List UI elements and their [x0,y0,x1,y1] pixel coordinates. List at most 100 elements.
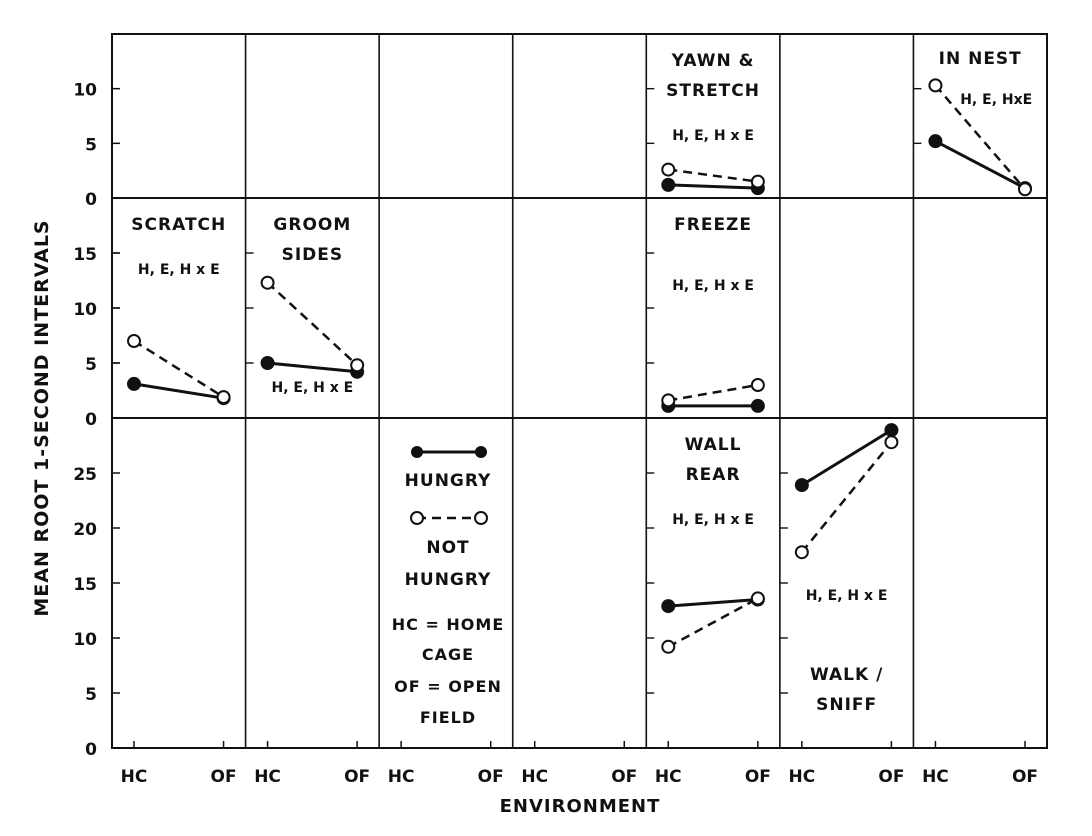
panel-scratch: SCRATCH H, E, H x E [112,215,231,419]
panel-wall-rear: WALL REAR H, E, H x E [646,435,765,749]
hungry-point [928,134,943,149]
panel-stats: H, E, H x E [271,380,353,396]
not-hungry-point [661,393,676,408]
x-tick-label: HC [788,767,815,787]
y-tick-label: 5 [85,355,97,375]
y-tick-label: 25 [73,465,97,485]
series-not-hungry-line [668,383,759,402]
panel-title: REAR [686,465,741,485]
legend-not-hungry-marker-right [474,511,488,525]
not-hungry-point [884,435,899,450]
legend-of-definition-line2: FIELD [420,708,476,727]
x-tick-label: OF [611,767,637,787]
legend-hungry-label: HUNGRY [405,471,492,491]
hungry-point [661,177,676,192]
y-tick-label: 0 [85,190,97,210]
series-not-hungry-line [934,84,1026,191]
not-hungry-point [750,174,765,189]
series-hungry-line [668,598,758,608]
legend-not-hungry-marker-left [410,511,424,525]
y-axis-label: MEAN ROOT 1-SECOND INTERVALS [31,219,53,616]
not-hungry-point [661,162,676,177]
panel-title: SNIFF [816,695,877,715]
panel-stats: H, E, H x E [672,512,754,528]
not-hungry-point [794,545,809,560]
x-tick-label: OF [745,767,771,787]
panel-title: IN NEST [939,49,1022,69]
panel-stats: H, E, H x E [672,278,754,294]
panel-yawn-stretch: YAWN & STRETCH H, E, H x E [646,51,765,199]
panel-title: FREEZE [674,215,752,235]
not-hungry-point [750,378,765,392]
panel-title: STRETCH [666,81,760,101]
series-hungry-line [133,382,224,400]
panel-freeze: FREEZE H, E, H x E [646,215,765,419]
x-tick-label: HC [922,767,949,787]
panel-stats: H, E, H x E [138,262,220,278]
series-hungry-line [801,428,893,487]
series-not-hungry-line [668,168,759,183]
not-hungry-point [661,639,676,654]
x-tick-label: OF [211,767,237,787]
panel-grid [111,33,1048,749]
x-tick-label: HC [388,767,415,787]
panel-groom-sides: GROOM SIDES H, E, H x E [245,215,365,419]
axis-ticks: 0 5 10 0 5 10 15 0 5 10 15 20 25 HC OF HC OF HC OF HC OF HC OF… [73,81,1038,787]
hungry-point [127,376,141,391]
hungry-point [260,356,275,370]
y-tick-label: 5 [85,685,97,705]
not-hungry-point [216,390,231,405]
hungry-point [750,398,765,413]
x-axis-label: ENVIRONMENT [500,796,661,817]
y-tick-label: 0 [85,410,97,430]
series-not-hungry-line [133,339,225,399]
legend-not-hungry-label-line2: HUNGRY [405,570,492,590]
panel-in-nest: IN NEST H, E, HxE [913,49,1032,199]
x-tick-label: OF [1012,767,1038,787]
panels: YAWN & STRETCH H, E, H x E IN NEST H, E, HxE… [112,49,1032,749]
panel-title: SCRATCH [131,215,226,235]
y-tick-label: 10 [73,630,97,650]
panel-stats: H, E, HxE [960,92,1032,108]
y-tick-label: 10 [73,300,97,320]
series-not-hungry-line [667,597,759,648]
y-tick-label: 15 [73,575,97,595]
panel-walk-sniff: WALK / SNIFF H, E, H x E [779,423,899,749]
not-hungry-point [928,78,943,93]
x-tick-label: HC [655,767,682,787]
x-tick-label: OF [878,767,904,787]
series-hungry-line [934,139,1026,190]
not-hungry-point [127,334,141,348]
panel-stats: H, E, H x E [672,128,754,144]
legend-hc-definition-line1: HC = HOME [392,615,505,634]
x-tick-label: HC [254,767,281,787]
legend-hungry-marker-right [475,446,487,458]
panel-stats: H, E, H x E [806,588,888,604]
legend-of-definition-line1: OF = OPEN [394,677,502,696]
x-tick-label: OF [478,767,504,787]
not-hungry-point [1018,182,1032,197]
hungry-point [884,423,899,438]
not-hungry-point [750,591,765,606]
panel-title: SIDES [282,245,344,265]
series-not-hungry-line [800,441,893,553]
not-hungry-point [260,275,275,290]
not-hungry-point [350,358,365,373]
y-tick-label: 20 [73,520,97,540]
legend-hungry-marker-left [411,446,423,458]
series-hungry-line [267,361,358,374]
panel-title: GROOM [273,215,351,235]
y-tick-label: 5 [85,135,97,155]
y-tick-label: 0 [85,740,97,760]
x-tick-label: HC [121,767,148,787]
x-tick-label: HC [521,767,548,787]
y-tick-label: 15 [73,245,97,265]
panel-title: WALK / [810,665,883,685]
legend: HUNGRY NOT HUNGRY HC = HOME CAGE OF = OP… [392,446,505,727]
hungry-point [661,599,676,614]
series-not-hungry-line [266,281,358,367]
legend-hc-definition-line2: CAGE [422,645,474,664]
grid-border [111,33,1048,749]
x-tick-label: OF [344,767,370,787]
